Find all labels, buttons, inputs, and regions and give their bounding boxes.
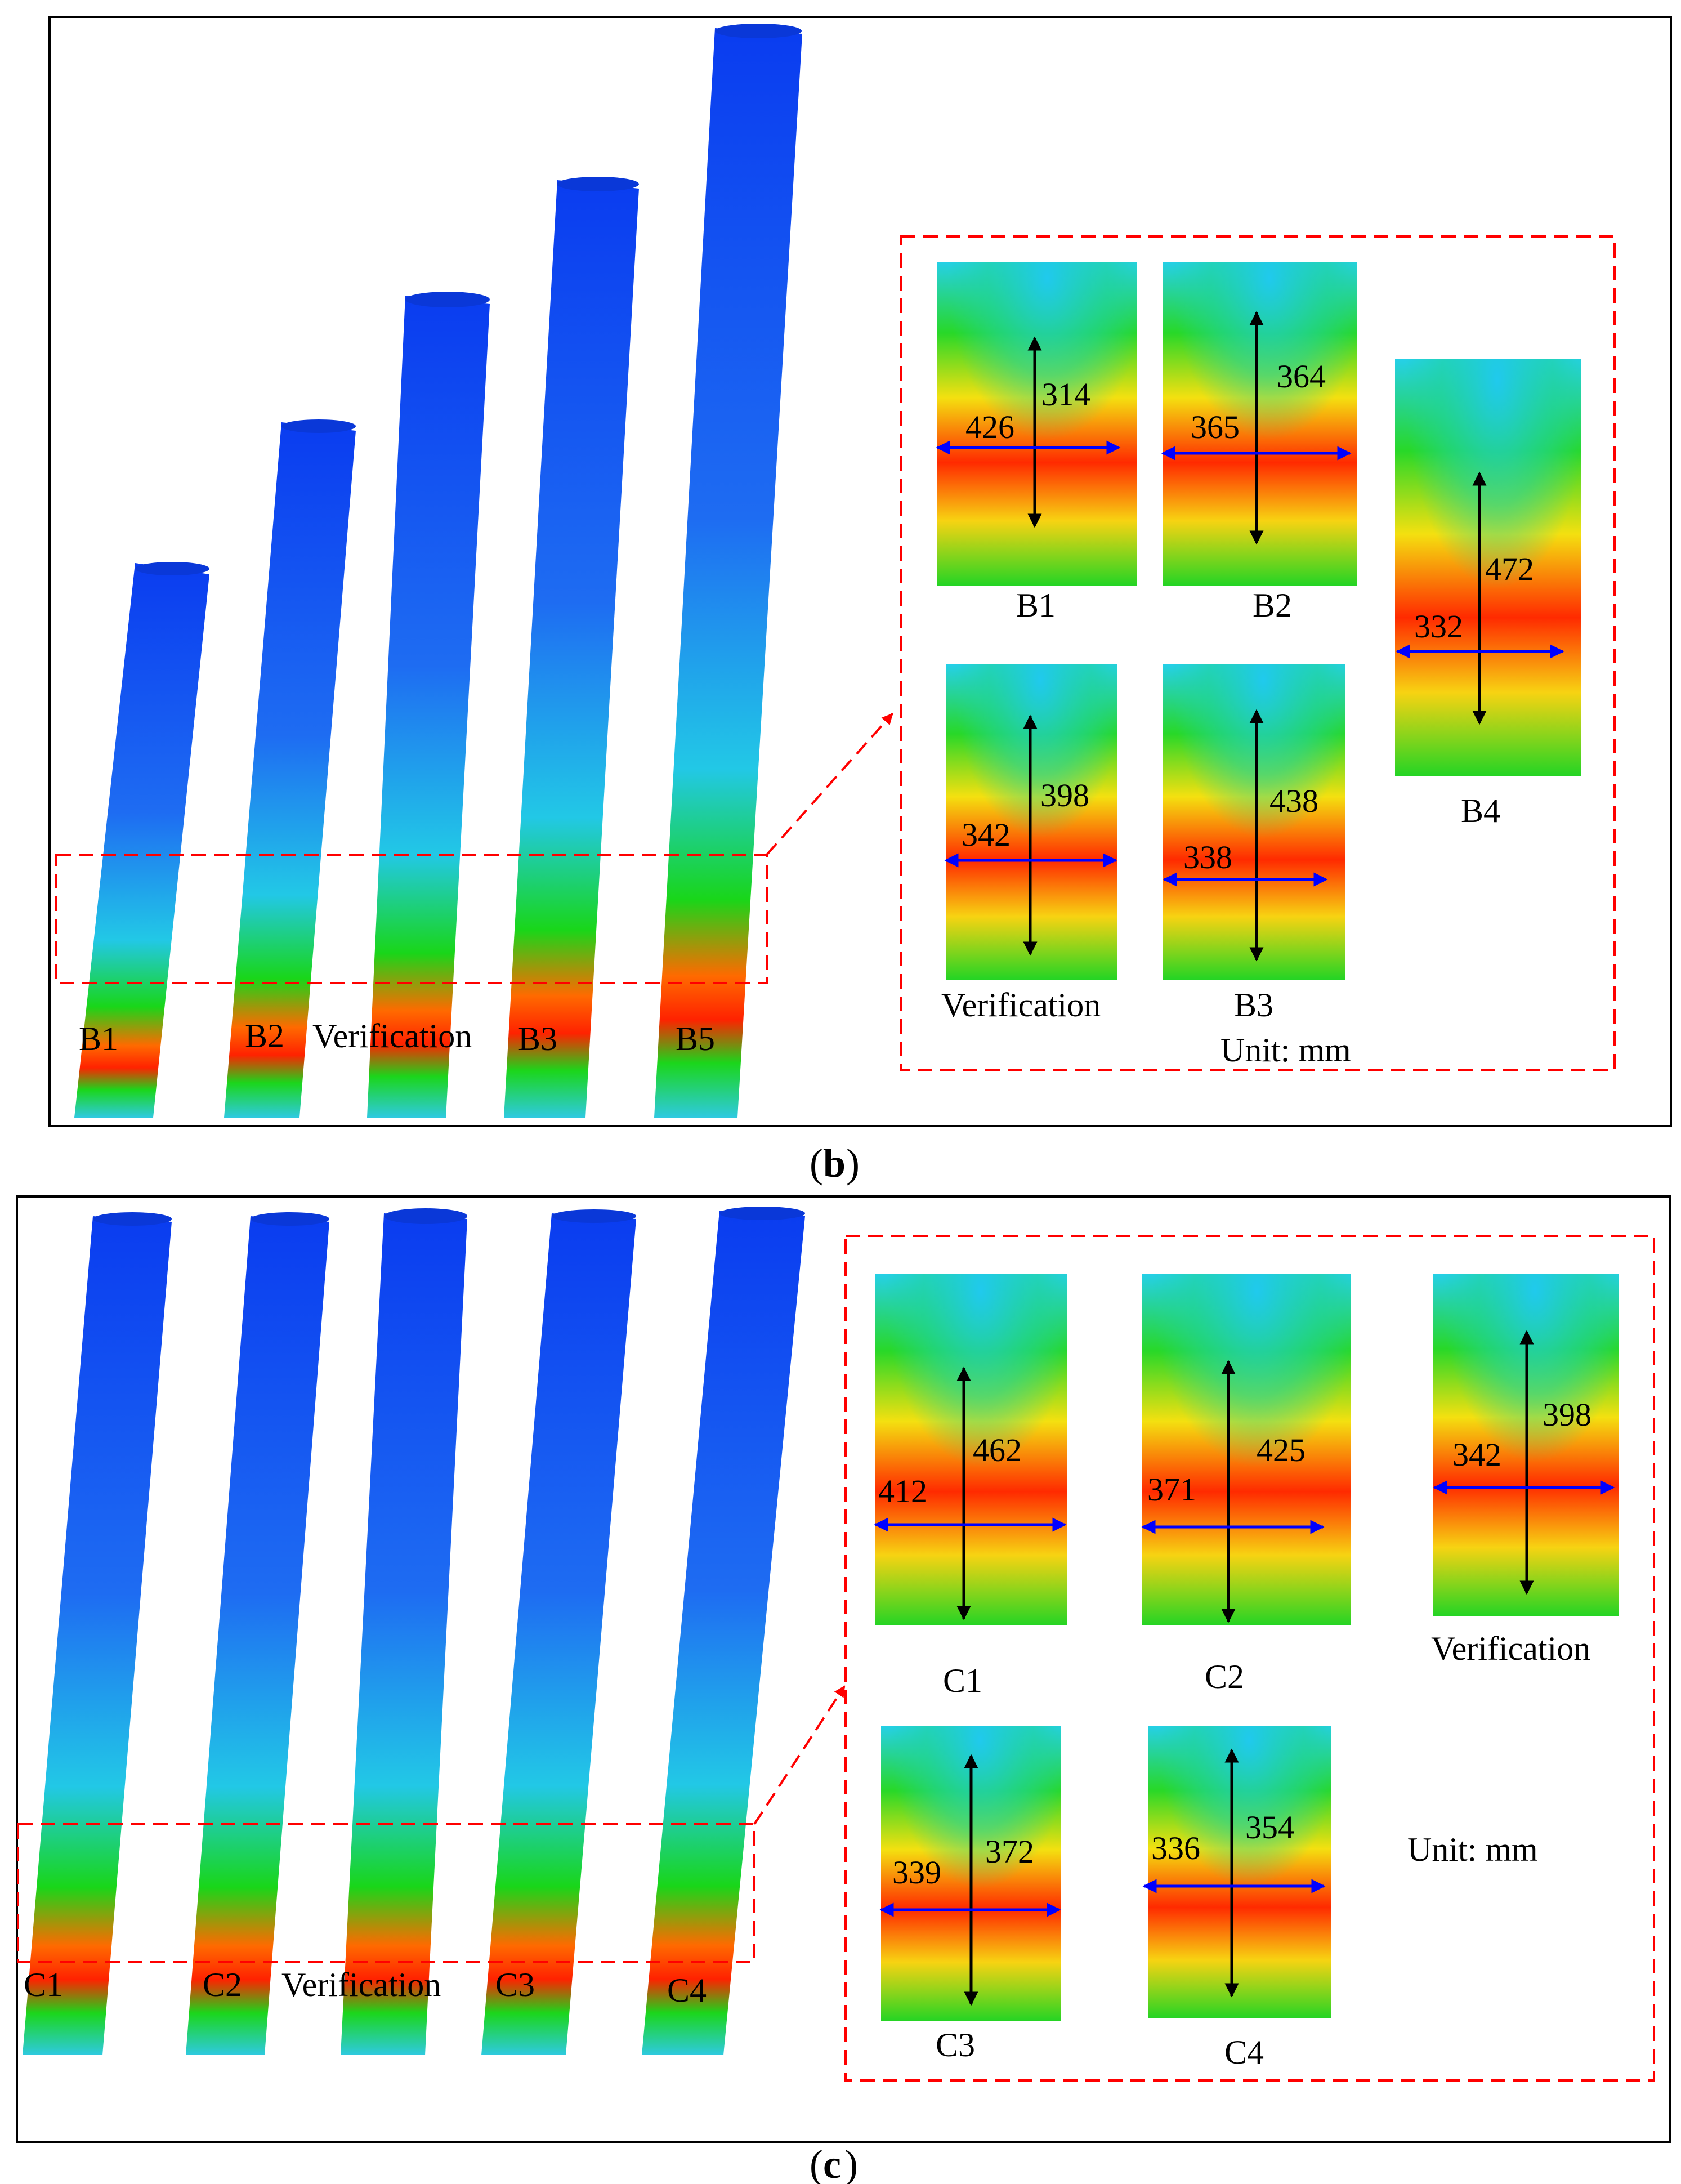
panel-b-zoom-box xyxy=(900,235,1616,1071)
panel-c-pointer-arrow xyxy=(753,1685,846,1825)
unit-note: Unit: mm xyxy=(1220,1031,1351,1069)
panel-b: B1 B2 Verification B3 B5 314 426 B1 364 xyxy=(48,16,1672,1127)
column-label: C1 xyxy=(24,1966,63,2003)
column-label: B1 xyxy=(79,1020,118,1057)
vertical-measurement: 364 xyxy=(1277,358,1326,395)
vertical-measurement: 398 xyxy=(1040,777,1089,814)
panel-b-columns xyxy=(74,24,802,1118)
column-label: B5 xyxy=(676,1020,715,1057)
column-b2-top xyxy=(281,419,356,433)
vertical-measurement: 425 xyxy=(1257,1432,1306,1468)
panel-c-columns xyxy=(23,1207,805,2055)
column-c2 xyxy=(186,1216,329,2055)
horizontal-measurement: 332 xyxy=(1414,608,1463,645)
column-label: Verification xyxy=(281,1966,441,2003)
column-verification-c-top xyxy=(384,1208,467,1224)
zoom-verification-b: 398 342 Verification xyxy=(941,664,1117,1024)
column-b5-top xyxy=(715,24,802,38)
horizontal-measurement: 371 xyxy=(1147,1471,1196,1508)
caption-letter: c xyxy=(823,2142,841,2184)
zoom-b2: 364 365 B2 xyxy=(1161,262,1357,624)
svg-text:(: ( xyxy=(810,2142,823,2184)
column-c4 xyxy=(642,1211,805,2055)
vertical-measurement: 354 xyxy=(1245,1809,1294,1846)
zoom-label: C4 xyxy=(1224,2034,1264,2071)
column-b1 xyxy=(74,563,209,1118)
zoom-c2: 425 371 C2 xyxy=(1141,1274,1351,1695)
panel-b-column-labels: B1 B2 Verification B3 B5 xyxy=(79,1017,715,1057)
svg-text:): ) xyxy=(844,2142,858,2184)
column-verification-b-top xyxy=(405,292,490,307)
zoom-label: Verification xyxy=(941,986,1101,1024)
column-c4-top xyxy=(719,1207,805,1220)
zoom-label: B4 xyxy=(1461,792,1500,829)
panel-c-column-labels: C1 C2 Verification C3 C4 xyxy=(24,1966,707,2009)
horizontal-measurement: 336 xyxy=(1151,1830,1200,1866)
panel-c-frame xyxy=(16,1195,1671,2143)
vertical-measurement: 398 xyxy=(1543,1396,1591,1433)
column-b3 xyxy=(504,180,639,1118)
zoom-b1: 314 426 B1 xyxy=(936,262,1137,624)
vertical-measurement: 472 xyxy=(1485,551,1534,587)
column-c1 xyxy=(23,1216,172,2055)
unit-note: Unit: mm xyxy=(1407,1831,1538,1868)
zoom-label: C3 xyxy=(936,2026,975,2064)
panel-c-selection-box xyxy=(17,1823,755,1963)
column-b3-top xyxy=(557,177,639,191)
panel-c-zoom-box xyxy=(844,1235,1655,2082)
column-b1-top xyxy=(135,562,209,575)
horizontal-measurement: 338 xyxy=(1183,839,1232,876)
horizontal-measurement: 412 xyxy=(878,1473,927,1509)
column-c1-top xyxy=(93,1212,172,1226)
column-b2 xyxy=(224,422,356,1118)
column-b5 xyxy=(654,28,802,1118)
panel-b-pointer-arrow xyxy=(766,713,893,856)
vertical-measurement: 372 xyxy=(985,1833,1034,1870)
svg-text:(: ( xyxy=(810,1141,823,1186)
zoom-b4: 472 332 B4 xyxy=(1395,359,1581,829)
column-label: Verification xyxy=(312,1017,472,1055)
column-label: B3 xyxy=(518,1020,557,1057)
horizontal-measurement: 339 xyxy=(892,1854,941,1891)
caption-c: ( c ) xyxy=(810,2142,858,2184)
horizontal-measurement: 426 xyxy=(965,409,1014,445)
column-c3 xyxy=(481,1213,636,2055)
zoom-label: B1 xyxy=(1016,587,1056,624)
column-label: C4 xyxy=(667,1972,707,2009)
horizontal-measurement: 342 xyxy=(962,816,1011,853)
zoom-label: C2 xyxy=(1205,1658,1244,1695)
vertical-measurement: 462 xyxy=(973,1432,1022,1468)
column-label: B2 xyxy=(245,1017,284,1055)
column-verification-b xyxy=(367,296,490,1118)
panel-b-selection-box xyxy=(55,854,768,984)
vertical-measurement: 314 xyxy=(1041,376,1090,413)
zoom-label: Verification xyxy=(1431,1630,1590,1667)
zoom-label: B2 xyxy=(1253,587,1292,624)
zoom-c3: 372 339 C3 xyxy=(879,1726,1061,2064)
zoom-c1: 462 412 C1 xyxy=(874,1274,1067,1699)
svg-text:): ) xyxy=(846,1141,860,1186)
caption-b: ( b ) xyxy=(810,1141,860,1186)
zoom-b3: 438 338 B3 xyxy=(1163,664,1345,1024)
column-c2-top xyxy=(251,1212,329,1226)
horizontal-measurement: 365 xyxy=(1191,409,1240,445)
caption-letter: b xyxy=(823,1141,846,1186)
horizontal-measurement: 342 xyxy=(1452,1436,1501,1473)
vertical-measurement: 438 xyxy=(1269,783,1318,819)
zoom-label: B3 xyxy=(1234,986,1273,1024)
panel-b-frame xyxy=(48,16,1672,1127)
column-label: C2 xyxy=(203,1966,242,2003)
panel-c: C1 C2 Verification C3 C4 462 412 C1 425 … xyxy=(16,1195,1671,2143)
column-verification-c xyxy=(341,1213,467,2055)
zoom-label: C1 xyxy=(943,1662,982,1699)
zoom-verification-c: 398 342 Verification xyxy=(1431,1274,1619,1667)
column-c3-top xyxy=(552,1209,636,1223)
column-label: C3 xyxy=(495,1966,535,2003)
zoom-c4: 354 336 C4 xyxy=(1142,1726,1331,2071)
